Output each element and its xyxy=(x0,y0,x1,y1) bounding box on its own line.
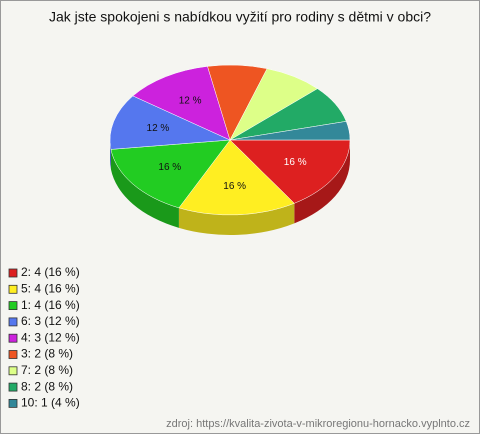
legend-label: 10: 1 (4 %) xyxy=(21,396,80,410)
data-label: 16 % xyxy=(284,157,307,168)
legend-label: 4: 3 (12 %) xyxy=(21,330,80,344)
legend-swatch xyxy=(8,268,18,278)
slice-side xyxy=(294,140,350,224)
source: zdroj: https://kvalita-zivota-v-mikroreg… xyxy=(166,418,470,430)
slice xyxy=(229,139,351,204)
data-label: 12 % xyxy=(179,95,202,106)
legend-label: 7: 2 (8 %) xyxy=(21,363,73,377)
legend-label: 6: 3 (12 %) xyxy=(21,314,80,328)
legend-swatch xyxy=(8,333,18,343)
legend-swatch xyxy=(8,317,18,327)
slice xyxy=(109,95,231,150)
legend-label: 5: 4 (16 %) xyxy=(21,281,80,295)
legend-swatch xyxy=(8,366,18,376)
data-label: 16 % xyxy=(223,181,246,192)
slice xyxy=(229,121,351,141)
slice xyxy=(110,139,231,209)
slice xyxy=(132,66,231,141)
slice-side xyxy=(178,203,295,235)
chart-title: Jak jste spokojeni s nabídkou vyžití pro… xyxy=(49,9,431,25)
legend-label: 1: 4 (16 %) xyxy=(21,298,80,312)
legend-label: 8: 2 (8 %) xyxy=(21,379,73,393)
slice xyxy=(178,139,295,216)
data-label: 12 % xyxy=(147,123,170,134)
legend-swatch xyxy=(8,398,18,408)
legend-swatch xyxy=(8,382,18,392)
data-label: 16 % xyxy=(158,162,181,173)
slice-side xyxy=(110,140,111,170)
legend-swatch xyxy=(8,301,18,311)
legend-label: 2: 4 (16 %) xyxy=(21,265,80,279)
legend-swatch xyxy=(8,284,18,294)
legend-swatch xyxy=(8,350,18,359)
slice-side xyxy=(110,149,179,228)
legend-label: 3: 2 (8 %) xyxy=(21,347,73,361)
